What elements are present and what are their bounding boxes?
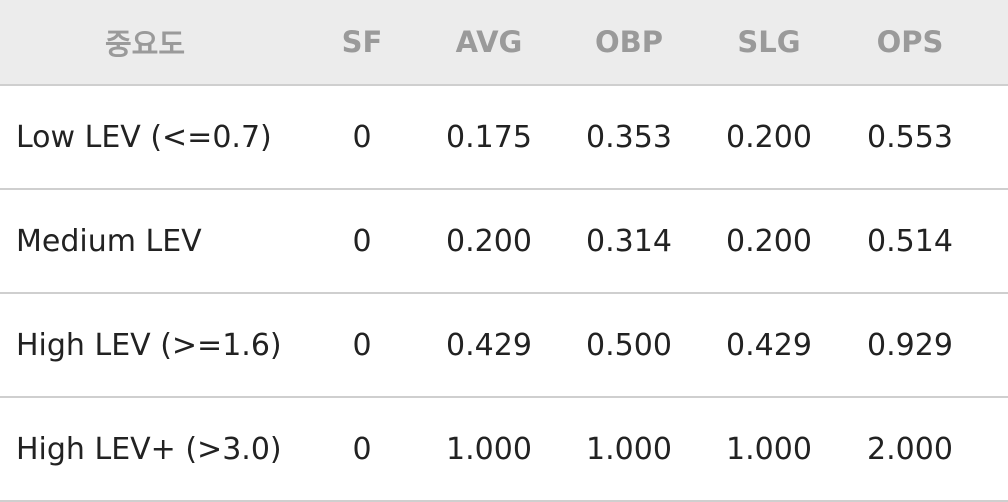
row-label: High LEV+ (>3.0) [16,431,282,467]
table-row: Medium LEV 0 0.200 0.314 0.200 0.514 [0,190,1008,294]
header-cell: OPS [876,25,944,59]
row-label: Low LEV (<=0.7) [16,119,272,155]
stat-cell: 1.000 [586,431,672,467]
stat-cell: 0.200 [726,119,812,155]
table-row: High LEV (>=1.6) 0 0.429 0.500 0.429 0.929 [0,294,1008,398]
header-cell: 중요도 [104,27,186,61]
stat-cell: 0.175 [446,119,532,155]
stat-cell: 0 [352,431,372,467]
stat-cell: 1.000 [446,431,532,467]
stat-cell: 0 [352,119,372,155]
table-row: High LEV+ (>3.0) 0 1.000 1.000 1.000 2.000 [0,398,1008,502]
stat-cell: 0.500 [586,327,672,363]
row-label: High LEV (>=1.6) [16,327,282,363]
table-row: Low LEV (<=0.7) 0 0.175 0.353 0.200 0.553 [0,86,1008,190]
stat-cell: 0 [352,223,372,259]
stat-cell: 2.000 [867,431,953,467]
header-cell: AVG [455,25,523,59]
stat-cell: 0.553 [867,119,953,155]
stat-cell: 0.429 [446,327,532,363]
stat-cell: 1.000 [726,431,812,467]
header-cell: SLG [737,25,801,59]
stat-cell: 0.200 [726,223,812,259]
header-cell: OBP [594,25,663,59]
stat-cell: 0 [352,327,372,363]
stat-cell: 0.314 [586,223,672,259]
stat-cell: 0.200 [446,223,532,259]
row-label: Medium LEV [16,223,202,259]
stat-cell: 0.929 [867,327,953,363]
stat-cell: 0.514 [867,223,953,259]
stat-cell: 0.353 [586,119,672,155]
stat-cell: 0.429 [726,327,812,363]
header-cell: SF [341,25,383,59]
header-row: 중요도 SF AVG OBP SLG OPS [0,0,1008,86]
